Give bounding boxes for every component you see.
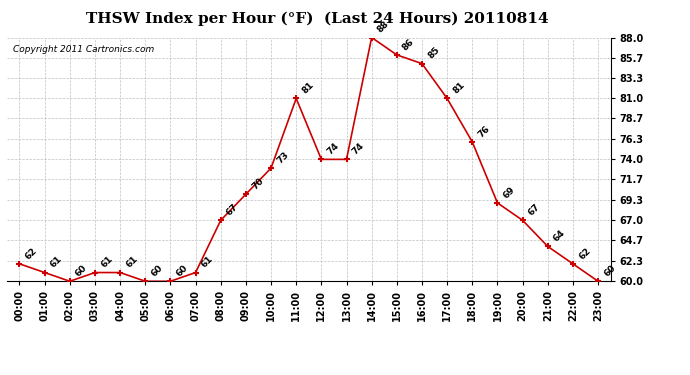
Text: 81: 81 [300,81,315,96]
Text: 61: 61 [199,255,215,270]
Text: 64: 64 [552,228,567,244]
Text: Copyright 2011 Cartronics.com: Copyright 2011 Cartronics.com [13,45,154,54]
Text: THSW Index per Hour (°F)  (Last 24 Hours) 20110814: THSW Index per Hour (°F) (Last 24 Hours)… [86,11,549,26]
Text: 60: 60 [175,263,190,279]
Text: 62: 62 [577,246,592,261]
Text: 73: 73 [275,150,290,165]
Text: 62: 62 [23,246,39,261]
Text: 85: 85 [426,46,442,61]
Text: 67: 67 [526,202,542,217]
Text: 70: 70 [250,176,265,191]
Text: 86: 86 [401,37,416,52]
Text: 81: 81 [451,81,466,96]
Text: 61: 61 [99,255,115,270]
Text: 60: 60 [150,263,164,279]
Text: 60: 60 [602,263,618,279]
Text: 88: 88 [376,20,391,35]
Text: 61: 61 [124,255,139,270]
Text: 76: 76 [477,124,492,139]
Text: 67: 67 [225,202,240,217]
Text: 74: 74 [326,141,341,157]
Text: 69: 69 [502,185,517,200]
Text: 61: 61 [49,255,64,270]
Text: 74: 74 [351,141,366,157]
Text: 60: 60 [74,263,89,279]
